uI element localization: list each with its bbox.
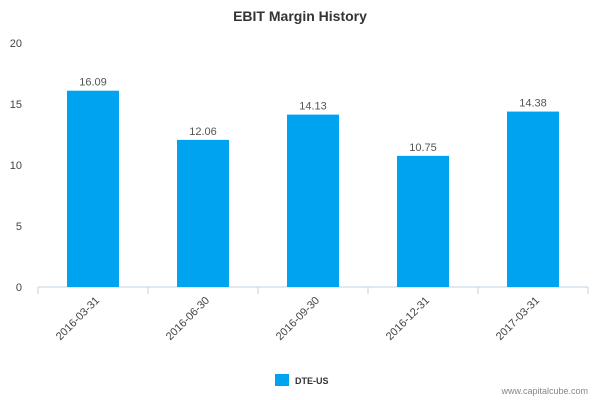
x-tick-label: 2016-09-30	[274, 295, 322, 343]
legend-swatch	[275, 374, 289, 386]
data-label: 16.09	[79, 77, 107, 89]
x-tick-label: 2016-12-31	[384, 295, 432, 343]
bar[interactable]	[507, 111, 559, 288]
y-tick-label: 20	[10, 38, 22, 50]
legend-label: DTE-US	[295, 376, 329, 386]
data-label: 14.13	[299, 101, 327, 113]
data-label: 12.06	[189, 126, 217, 138]
data-label: 14.38	[519, 98, 547, 110]
data-labels: 16.09 12.06 14.13 10.75 14.38	[79, 77, 547, 154]
x-tick-label: 2016-06-30	[164, 295, 212, 343]
y-axis: 0 5 10 15 20	[10, 38, 22, 294]
y-tick-label: 10	[10, 160, 22, 172]
y-tick-label: 0	[16, 282, 22, 294]
bar[interactable]	[67, 90, 119, 288]
bar[interactable]	[287, 114, 339, 287]
y-tick-label: 5	[16, 221, 22, 233]
bar[interactable]	[397, 155, 449, 287]
legend[interactable]: DTE-US	[275, 374, 329, 386]
x-tick-label: 2016-03-31	[54, 295, 102, 343]
bar-series	[67, 90, 559, 288]
bar[interactable]	[177, 139, 229, 287]
source-credit: www.capitalcube.com	[500, 386, 588, 396]
data-label: 10.75	[409, 142, 437, 154]
x-tick-label: 2017-03-31	[494, 295, 542, 343]
y-tick-label: 15	[10, 99, 22, 111]
chart-title: EBIT Margin History	[233, 8, 367, 24]
x-axis: 2016-03-31 2016-06-30 2016-09-30 2016-12-31…	[37, 287, 589, 343]
